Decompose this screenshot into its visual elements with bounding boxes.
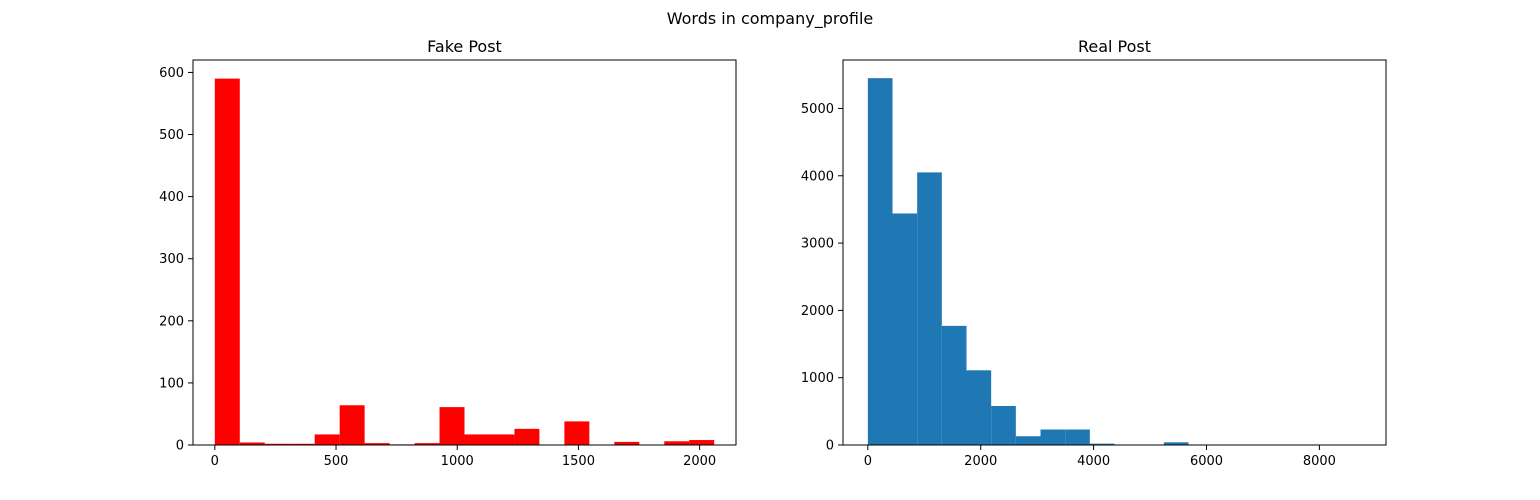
histogram-bar (314, 434, 340, 445)
chart-title: Real Post (1078, 37, 1151, 56)
y-tick-label: 200 (159, 314, 184, 329)
histogram-bar (664, 441, 690, 445)
x-tick-label: 4000 (1077, 454, 1110, 469)
y-tick-label: 0 (826, 439, 834, 454)
histogram-bar (614, 441, 640, 445)
x-tick-label: 500 (324, 454, 349, 469)
histogram-bar (966, 370, 992, 445)
histogram-bar (867, 78, 893, 445)
y-tick-label: 3000 (801, 237, 834, 252)
histogram-bar (991, 405, 1016, 445)
fake-post-histogram: Fake Post 0 500 1000 1500 2000 0 100 200 300 400 50… (159, 37, 737, 469)
y-tick-label: 400 (159, 190, 184, 205)
x-tick-label: 8000 (1303, 454, 1336, 469)
histogram-bar (1040, 429, 1066, 445)
figure-suptitle: Words in company_profile (667, 9, 874, 29)
histogram-bar (1089, 443, 1115, 445)
histogram-bar (514, 428, 540, 445)
histogram-bar (1163, 442, 1189, 445)
histogram-bar (364, 443, 390, 445)
histogram-bar (414, 443, 440, 445)
histogram-bar (464, 434, 490, 445)
y-tick-label: 1000 (801, 371, 834, 386)
x-tick-label: 1000 (441, 454, 474, 469)
x-tick-label: 6000 (1190, 454, 1223, 469)
real-post-histogram: Real Post 0 2000 4000 6000 8000 0 1000 2000 3000 4… (801, 37, 1387, 469)
histogram-bar (214, 78, 240, 446)
histogram-bar (339, 405, 365, 445)
y-tick-label: 500 (159, 128, 184, 143)
y-tick-label: 600 (159, 66, 184, 81)
x-tick-label: 0 (211, 454, 219, 469)
y-tick-label: 4000 (801, 169, 834, 184)
histogram-bar (439, 407, 465, 445)
histogram-bar (1015, 436, 1041, 445)
plot-frame (842, 59, 1387, 446)
histogram-bar (264, 443, 290, 445)
x-tick-label: 1500 (562, 454, 595, 469)
histogram-bar (564, 421, 590, 445)
y-tick-label: 0 (176, 439, 184, 454)
x-tick-label: 0 (864, 454, 872, 469)
y-tick-label: 100 (159, 376, 184, 391)
x-tick-label: 2000 (683, 454, 716, 469)
y-tick-label: 2000 (801, 304, 834, 319)
histogram-bar (941, 325, 967, 445)
histogram-bar (1065, 429, 1090, 445)
x-tick-label: 2000 (964, 454, 997, 469)
y-tick-label: 5000 (801, 102, 834, 117)
chart-title: Fake Post (427, 37, 502, 56)
histogram-bar (917, 172, 942, 445)
y-tick-label: 300 (159, 252, 184, 267)
histogram-bar (239, 442, 265, 445)
histogram-bar (892, 213, 918, 445)
plot-frame (192, 59, 737, 446)
histogram-bar (489, 434, 515, 445)
histogram-bar (289, 443, 315, 445)
histogram-bar (689, 440, 715, 445)
